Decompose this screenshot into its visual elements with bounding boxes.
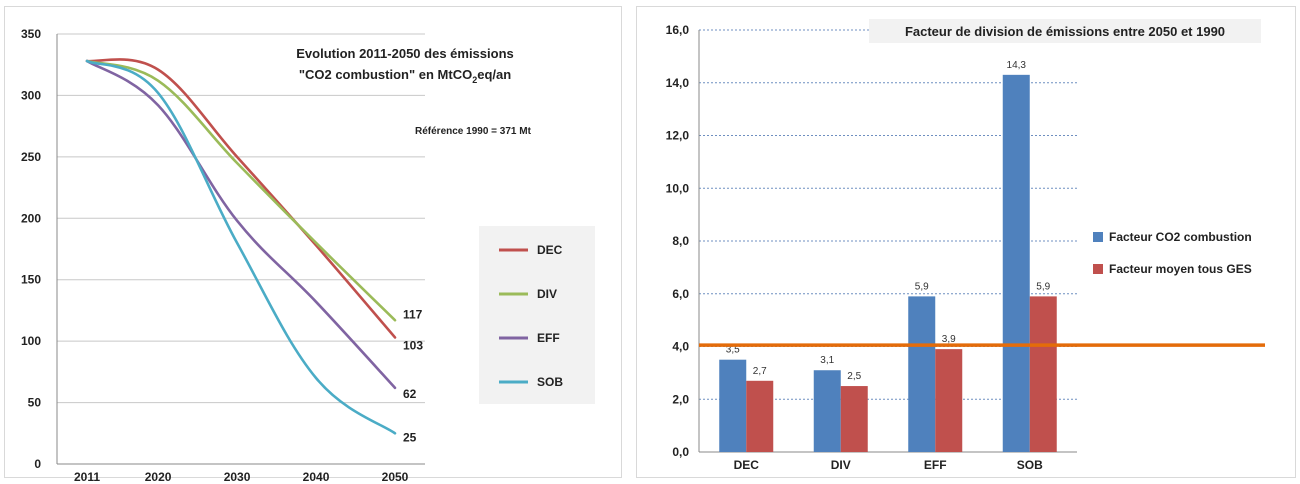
series-line-sob [85, 59, 397, 435]
y-tick-label: 50 [28, 396, 42, 410]
bar-chart-title-box: Facteur de division de émissions entre 2… [869, 19, 1261, 43]
end-label-dec: 103 [403, 338, 423, 352]
y-tick-label: 6,0 [672, 287, 689, 301]
y-tick-label: 0,0 [672, 445, 689, 459]
y-tick-label: 200 [21, 211, 41, 225]
y-tick-label: 4,0 [672, 340, 689, 354]
x-tick-label: DIV [831, 458, 851, 472]
bar-dec-ges [746, 380, 774, 452]
y-tick-label: 0 [34, 457, 41, 471]
series-line-dec [85, 58, 397, 339]
bar-chart-legend: Facteur CO2 combustion Facteur moyen tous… [1093, 230, 1252, 276]
legend-label-dec: DEC [537, 243, 563, 257]
bar-eff-ges [935, 349, 963, 452]
legend-swatch [1093, 264, 1103, 274]
line-chart-y-ticks: 0 50 100 150 200 250 300 350 [21, 27, 41, 471]
y-tick-label: 100 [21, 334, 41, 348]
bar-value-label: 2,7 [753, 366, 767, 377]
y-tick-label: 250 [21, 150, 41, 164]
bar-value-label: 3,9 [942, 334, 956, 345]
bar-value-label: 2,5 [847, 371, 861, 382]
line-chart-reference-note: Référence 1990 = 371 Mt [415, 126, 532, 137]
y-tick-label: 14,0 [666, 76, 690, 90]
x-tick-label: 2040 [303, 470, 330, 484]
x-tick-label: 2011 [74, 470, 100, 484]
legend-label: Facteur CO2 combustion [1109, 230, 1252, 244]
x-tick-label: 2050 [382, 470, 409, 484]
line-chart-legend: DEC DIV EFF SOB [479, 226, 595, 404]
y-tick-label: 16,0 [666, 23, 690, 37]
legend-label-eff: EFF [537, 331, 560, 345]
bar-chart-x-ticks: DEC DIV EFF SOB [734, 458, 1044, 472]
bar-value-label: 3,1 [820, 355, 834, 366]
bar-value-label: 5,9 [1036, 281, 1050, 292]
x-tick-label: EFF [924, 458, 947, 472]
bar-chart-y-ticks: 0,0 2,0 4,0 6,0 8,0 10,0 12,0 14,0 16,0 [666, 23, 690, 459]
bar-value-label: 5,9 [915, 281, 929, 292]
line-chart-end-labels: 103 117 62 25 [403, 307, 423, 444]
bar-chart-data-labels: 3,5 2,7 3,1 2,5 5,9 3,9 14,3 5,9 [726, 60, 1051, 382]
line-chart-x-ticks: 2011 2020 2030 2040 2050 [74, 470, 409, 484]
bar-sob-ges [1029, 296, 1057, 452]
x-tick-label: 2030 [224, 470, 251, 484]
legend-swatch [1093, 232, 1103, 242]
y-tick-label: 10,0 [666, 181, 690, 195]
bar-chart-panel: 0,0 2,0 4,0 6,0 8,0 10,0 12,0 14,0 16,0 3,5 2,7 3,… [636, 6, 1296, 478]
bar-value-label: 14,3 [1007, 60, 1027, 71]
end-label-eff: 62 [403, 387, 417, 401]
bar-div-co2 [813, 370, 841, 452]
end-label-div: 117 [403, 307, 423, 321]
line-chart-gridlines [56, 33, 425, 465]
x-tick-label: SOB [1017, 458, 1043, 472]
end-label-sob: 25 [403, 430, 417, 444]
x-tick-label: DEC [734, 458, 760, 472]
bar-sob-co2 [1002, 74, 1030, 453]
y-tick-label: 12,0 [666, 129, 690, 143]
y-tick-label: 2,0 [672, 392, 689, 406]
legend-label: Facteur moyen tous GES [1109, 262, 1252, 276]
line-chart-series [85, 58, 397, 435]
legend-label-sob: SOB [537, 375, 563, 389]
y-tick-label: 150 [21, 273, 41, 287]
y-tick-label: 350 [21, 27, 41, 41]
bar-chart-title: Facteur de division de émissions entre 2… [905, 24, 1225, 39]
line-chart-title-line1: Evolution 2011-2050 des émissions [296, 46, 514, 61]
bar-value-label: 3,5 [726, 345, 740, 356]
bar-dec-co2 [719, 359, 747, 452]
bar-chart-bars [719, 74, 1057, 453]
y-tick-label: 8,0 [672, 234, 689, 248]
line-chart-panel: 0 50 100 150 200 250 300 350 2011 2020 2030 2040 20… [4, 6, 622, 484]
series-line-eff [85, 59, 397, 390]
y-tick-label: 300 [21, 88, 41, 102]
legend-label-div: DIV [537, 287, 557, 301]
bar-div-ges [840, 386, 868, 452]
bar-chart: 0,02,04,06,08,010,012,014,016,0 3,52,73,… [666, 19, 1265, 472]
series-line-div [85, 59, 397, 322]
line-chart-title-line2: "CO2 combustion" en MtCO2eq/an [299, 67, 511, 85]
bar-eff-co2 [908, 296, 936, 452]
x-tick-label: 2020 [145, 470, 172, 484]
